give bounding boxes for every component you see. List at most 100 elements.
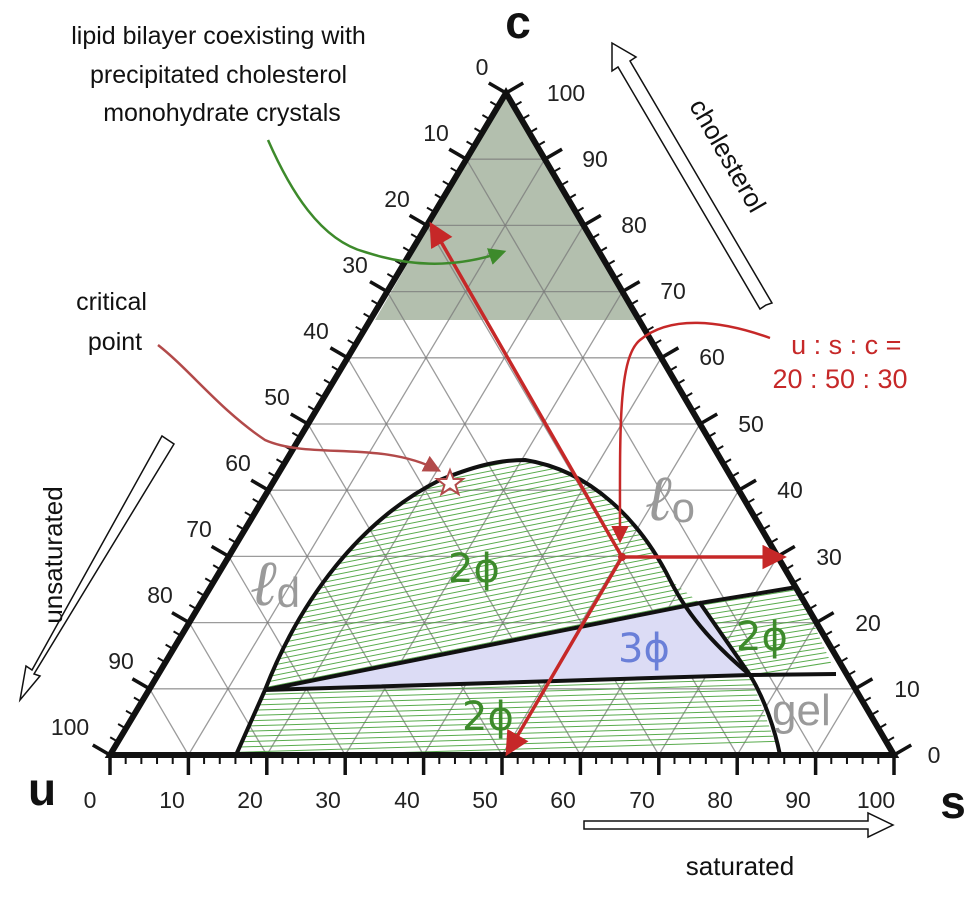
tick-mark-right: [629, 299, 639, 306]
tick-mark-right: [808, 603, 817, 611]
tick-mark-left: [289, 412, 309, 426]
tick-mark-left: [212, 564, 222, 571]
bottom-tick-label: 10: [159, 787, 185, 813]
tie-line: [265, 549, 700, 644]
tick-mark-left: [371, 299, 380, 306]
bottom-tick-label: 30: [315, 787, 341, 813]
two-phase-dome-boundary: [263, 457, 782, 756]
tick-mark-left: [157, 656, 166, 664]
left-tick-label: 20: [384, 186, 410, 212]
left-tick-label: 30: [342, 252, 368, 278]
tick-mark-left: [210, 544, 230, 558]
precipitate-annotation: lipid bilayer coexisting with precipitat…: [71, 22, 373, 127]
two-phase-upper-label: 2ϕ: [448, 546, 500, 592]
saturated-reading-arrow: [505, 556, 624, 757]
tie-line: [265, 570, 700, 665]
gel-boundary-line: [749, 672, 837, 677]
left-tick-labels: 0 10 20 30 40 50 60 70 80 90 100: [51, 54, 489, 740]
tie-line: [255, 357, 720, 450]
tie-line: [700, 653, 836, 675]
grid-line-unsaturated: [307, 423, 503, 755]
tie-line: [236, 708, 780, 728]
tick-mark-left: [426, 206, 436, 214]
hollow-arrow-icon: [611, 41, 774, 311]
left-tick-label: 80: [147, 582, 173, 608]
tie-line: [265, 538, 700, 633]
saturated-axis-arrow: saturated: [583, 811, 895, 881]
tick-mark-right: [761, 524, 771, 531]
bottom-tick-label: 0: [84, 787, 97, 813]
region-ld-label: ℓd: [250, 547, 300, 621]
tick-mark-right: [590, 233, 600, 240]
right-tick-label: 40: [777, 477, 803, 503]
tick-mark-right: [505, 81, 525, 95]
bottom-tick-label: 40: [394, 787, 420, 813]
tie-line: [236, 719, 780, 738]
tick-mark-left: [434, 193, 444, 200]
tick-mark-right: [815, 611, 835, 625]
tie-line: [265, 523, 700, 618]
tick-mark-right: [839, 656, 848, 664]
grid-line-unsaturated: [228, 556, 346, 755]
tie-line: [700, 658, 836, 675]
tick-mark-left: [250, 478, 270, 492]
tick-mark-right: [823, 630, 833, 637]
cholesterol-axis-arrow: cholesterol: [611, 41, 774, 311]
tick-mark-left: [473, 127, 483, 134]
tick-mark-right: [606, 259, 616, 266]
cholesterol-reading-arrow: [429, 221, 624, 558]
bottom-tick-label: 50: [472, 787, 498, 813]
bottom-tick-label: 100: [857, 787, 895, 813]
tie-line: [265, 580, 700, 675]
tick-marks: [91, 81, 913, 775]
tick-mark-left: [307, 405, 317, 412]
right-tick-label: 50: [738, 411, 764, 437]
tick-mark-right: [543, 147, 563, 161]
tick-mark-left: [236, 524, 246, 531]
tick-mark-right: [870, 709, 879, 717]
bottom-tick-label: 80: [707, 787, 733, 813]
region-gel-label: gel: [772, 686, 831, 735]
tick-mark-left: [228, 537, 238, 545]
tick-mark-left: [252, 498, 261, 505]
tick-mark-right: [846, 670, 856, 677]
left-tick-label: 0: [476, 54, 489, 80]
right-tick-label: 30: [816, 544, 842, 570]
right-tick-label: 20: [855, 610, 881, 636]
tick-mark-right: [746, 498, 755, 505]
tick-mark-left: [329, 346, 349, 360]
bottom-tick-labels: 0 10 20 30 40 50 60 70 80 90 100: [84, 787, 896, 813]
tick-mark-right: [715, 445, 724, 452]
right-tick-label: 70: [660, 278, 686, 304]
tick-mark-right: [676, 378, 685, 386]
tick-mark-left: [275, 458, 285, 465]
tick-mark-left: [188, 603, 198, 611]
tie-line: [236, 703, 780, 723]
tick-mark-left: [408, 213, 428, 227]
tie-line: [265, 533, 700, 628]
tie-line: [236, 714, 780, 733]
tick-mark-right: [660, 346, 680, 360]
tick-mark-left: [171, 611, 191, 625]
hollow-arrow-icon: [18, 434, 176, 703]
bottom-tick-label: 20: [237, 787, 263, 813]
left-tick-label: 70: [186, 516, 212, 542]
tick-mark-right: [893, 743, 913, 757]
tick-mark-left: [117, 723, 127, 730]
tick-mark-right: [769, 537, 779, 545]
tick-mark-right: [800, 590, 810, 597]
tick-mark-right: [885, 736, 895, 743]
tie-line: [265, 554, 700, 649]
tie-line: [265, 460, 700, 462]
tick-mark-right: [536, 140, 546, 147]
tick-mark-left: [125, 709, 135, 717]
tick-mark-left: [109, 736, 119, 743]
tie-line: [236, 677, 780, 697]
tick-mark-left: [355, 325, 364, 333]
tick-mark-left: [363, 312, 372, 319]
tie-line: [265, 559, 700, 654]
tick-mark-right: [722, 458, 732, 465]
two-phase-right-label: 2ϕ: [736, 614, 788, 660]
left-tick-label: 40: [303, 318, 329, 344]
tick-mark-left: [323, 378, 333, 386]
